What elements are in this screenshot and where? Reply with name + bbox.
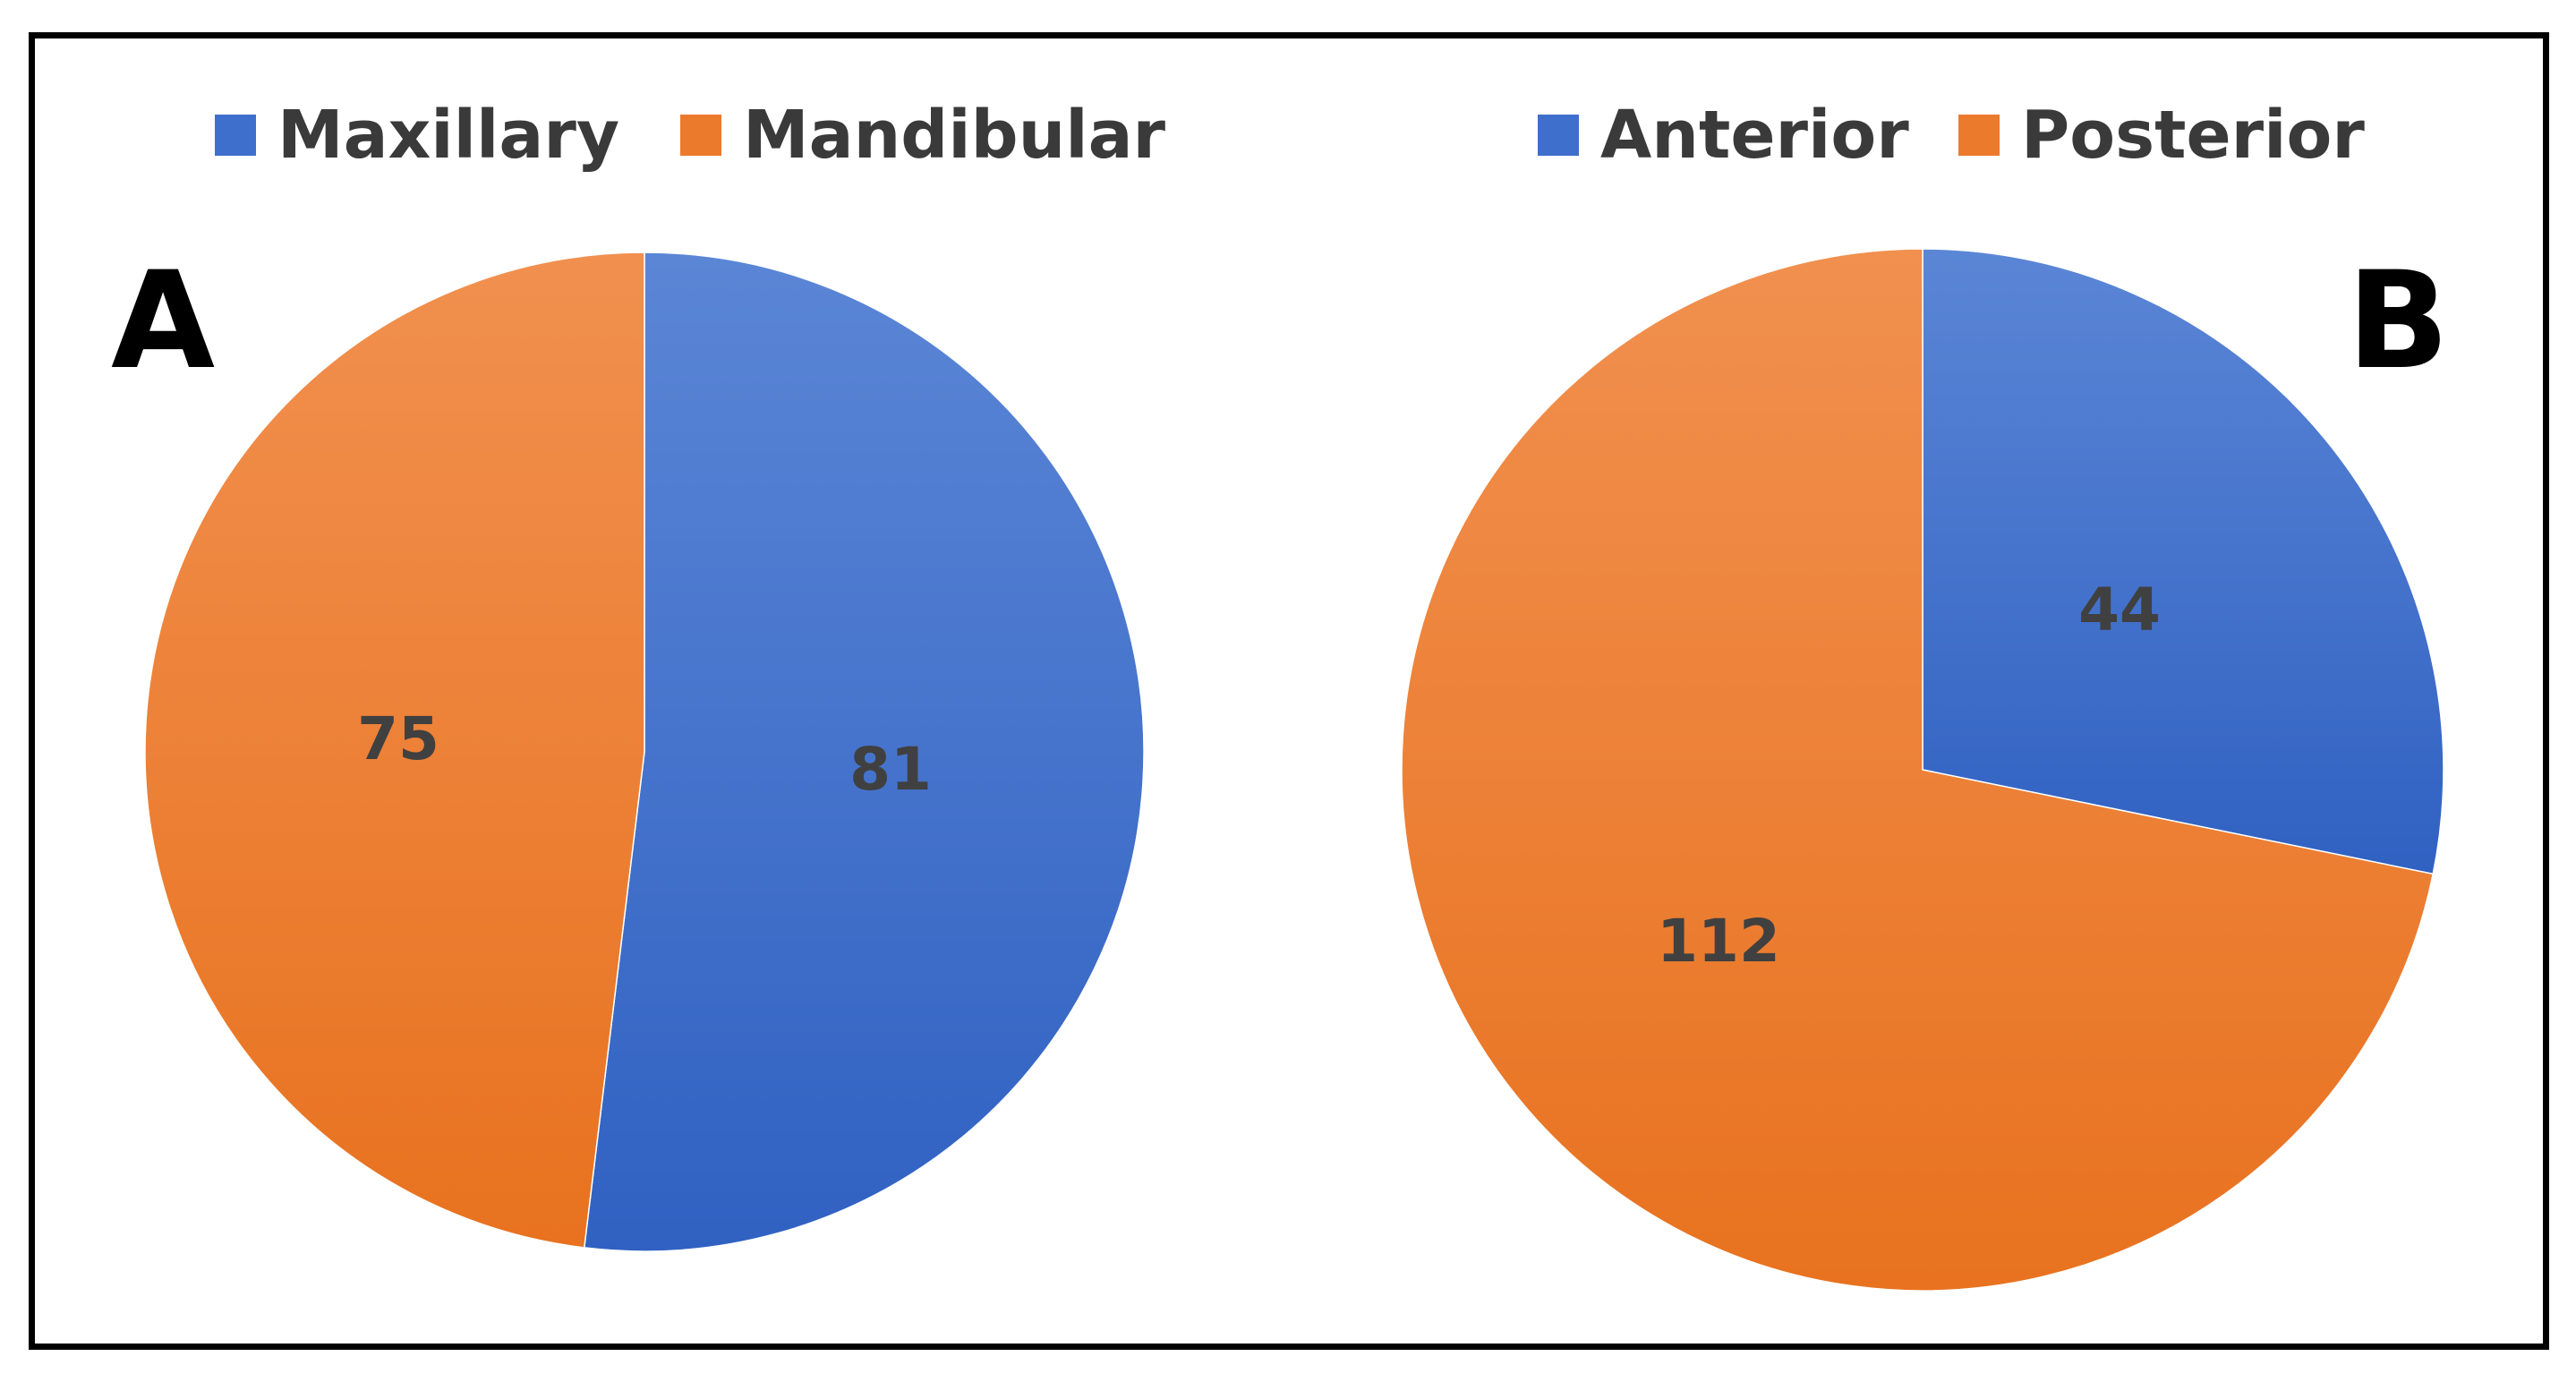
legend-swatch-anterior	[1538, 115, 1579, 156]
legend-label-posterior: Posterior	[2021, 97, 2365, 174]
chart-b: Anterior Posterior B 44 112	[1401, 97, 2449, 1292]
chart-a: Maxillary Mandibular A 81 75	[111, 97, 1166, 1252]
panel-label-b: B	[2347, 243, 2449, 399]
chart-b-pie	[1401, 248, 2444, 1292]
legend-label-maxillary: Maxillary	[277, 97, 619, 174]
pie-slice-posterior	[1401, 248, 2435, 1292]
chart-a-pie	[144, 252, 1145, 1252]
data-label-mandibular: 75	[357, 704, 439, 773]
chart-b-legend: Anterior Posterior	[1538, 97, 2365, 174]
legend-swatch-maxillary	[215, 115, 256, 156]
pie-slice-anterior	[1922, 248, 2444, 875]
legend-label-mandibular: Mandibular	[743, 97, 1166, 174]
legend-swatch-posterior	[1958, 115, 2000, 156]
legend-label-anterior: Anterior	[1600, 97, 1909, 174]
pie-slice-maxillary	[583, 252, 1145, 1252]
panel-label-a: A	[111, 243, 215, 399]
legend-swatch-mandibular	[680, 115, 721, 156]
chart-a-legend: Maxillary Mandibular	[215, 97, 1166, 174]
pie-slice-mandibular	[144, 252, 645, 1249]
data-label-maxillary: 81	[849, 735, 932, 804]
data-label-anterior: 44	[2078, 576, 2161, 644]
data-label-posterior: 112	[1657, 907, 1780, 976]
